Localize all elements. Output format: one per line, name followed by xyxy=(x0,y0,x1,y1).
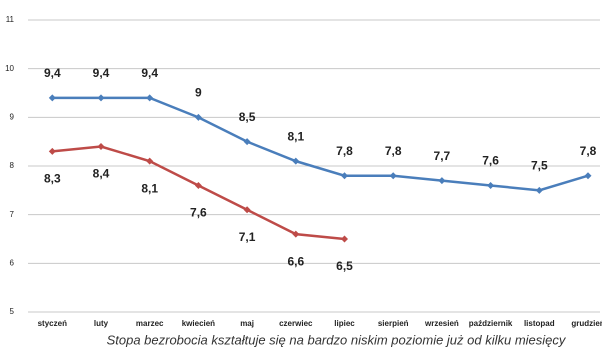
y-tick-label: 6 xyxy=(10,258,15,267)
x-tick-label: grudzień xyxy=(571,319,602,328)
data-label: 7,6 xyxy=(190,206,207,220)
data-label: 8,3 xyxy=(44,172,61,186)
point xyxy=(194,113,202,121)
y-tick-label: 11 xyxy=(6,15,15,24)
data-label: 6,6 xyxy=(287,254,304,268)
point xyxy=(535,186,543,194)
x-tick-label: kwiecień xyxy=(182,319,215,328)
x-tick-label: maj xyxy=(240,319,254,328)
x-tick-label: listopad xyxy=(524,319,555,328)
data-label: 8,1 xyxy=(141,181,158,195)
point xyxy=(243,138,251,146)
point xyxy=(487,181,495,189)
point xyxy=(438,177,446,185)
data-label: 7,8 xyxy=(385,144,402,158)
data-label: 8,5 xyxy=(239,110,256,124)
data-label: 9,4 xyxy=(141,66,158,80)
point xyxy=(194,181,202,189)
y-tick-label: 10 xyxy=(5,64,14,73)
data-label: 9 xyxy=(195,86,202,100)
data-label: 7,8 xyxy=(580,144,597,158)
x-tick-label: październik xyxy=(469,319,513,328)
x-tick-label: luty xyxy=(94,319,109,328)
point xyxy=(48,147,56,155)
data-label: 9,4 xyxy=(44,66,61,80)
x-tick-label: czerwiec xyxy=(279,319,313,328)
point xyxy=(584,172,592,180)
point xyxy=(146,157,154,165)
data-label: 7,5 xyxy=(531,159,548,173)
point xyxy=(97,143,105,151)
point xyxy=(48,94,56,102)
point xyxy=(292,230,300,238)
y-tick-label: 9 xyxy=(10,112,15,121)
x-tick-label: styczeń xyxy=(38,319,67,328)
data-label: 7,8 xyxy=(336,144,353,158)
caption: Stopa bezrobocia kształtuje się na bardz… xyxy=(107,332,567,347)
point xyxy=(341,172,348,180)
data-label: 7,6 xyxy=(482,154,499,168)
data-label: 7,7 xyxy=(434,149,451,163)
data-label: 6,5 xyxy=(336,259,353,273)
point xyxy=(292,157,300,165)
x-tick-label: marzec xyxy=(136,319,164,328)
data-label: 8,1 xyxy=(287,129,304,143)
data-label: 7,1 xyxy=(239,230,256,244)
point xyxy=(146,94,154,102)
y-tick-label: 5 xyxy=(10,307,15,316)
series-line xyxy=(52,96,589,192)
y-tick-label: 7 xyxy=(10,210,15,219)
point xyxy=(243,206,251,214)
point xyxy=(97,94,105,102)
x-tick-label: sierpień xyxy=(378,319,409,328)
y-tick-label: 8 xyxy=(10,161,15,170)
point xyxy=(341,235,348,243)
series-line xyxy=(52,145,345,241)
data-label: 9,4 xyxy=(93,66,110,80)
x-tick-label: lipiec xyxy=(334,319,355,328)
point xyxy=(389,172,397,180)
x-tick-label: wrzesień xyxy=(424,319,459,328)
data-label: 8,4 xyxy=(93,167,110,181)
